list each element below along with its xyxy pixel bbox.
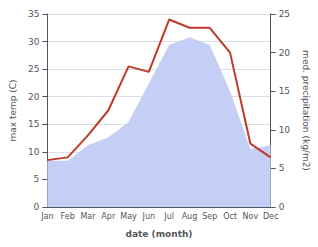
svg-text:med. precipitation (kg/m2): med. precipitation (kg/m2) <box>301 50 311 171</box>
svg-text:Nov: Nov <box>243 212 259 221</box>
svg-text:Jun: Jun <box>142 212 156 221</box>
svg-text:Jul: Jul <box>163 212 174 221</box>
svg-text:Sep: Sep <box>202 212 217 221</box>
svg-text:30: 30 <box>28 37 40 47</box>
svg-text:Aug: Aug <box>182 212 198 221</box>
svg-text:25: 25 <box>279 9 290 19</box>
svg-text:20: 20 <box>279 48 291 58</box>
svg-text:0: 0 <box>279 202 285 212</box>
svg-text:5: 5 <box>279 163 285 173</box>
svg-text:max temp (C): max temp (C) <box>8 79 18 141</box>
svg-text:10: 10 <box>28 147 40 157</box>
svg-text:May: May <box>120 212 137 221</box>
svg-text:20: 20 <box>28 92 40 102</box>
svg-text:15: 15 <box>279 86 290 96</box>
svg-text:15: 15 <box>28 119 39 129</box>
svg-text:Mar: Mar <box>80 212 96 221</box>
svg-text:Jan: Jan <box>40 212 53 221</box>
svg-text:10: 10 <box>279 125 291 135</box>
svg-text:date (month): date (month) <box>126 229 193 239</box>
svg-text:25: 25 <box>28 64 39 74</box>
svg-text:Feb: Feb <box>61 212 75 221</box>
svg-text:0: 0 <box>34 202 40 212</box>
svg-text:35: 35 <box>28 9 39 19</box>
svg-text:Dec: Dec <box>263 212 278 221</box>
svg-text:Apr: Apr <box>101 212 116 221</box>
svg-text:Oct: Oct <box>223 212 237 221</box>
svg-text:5: 5 <box>34 174 40 184</box>
